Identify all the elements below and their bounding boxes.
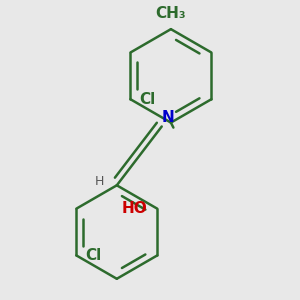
Text: H: H bbox=[95, 175, 104, 188]
Text: Cl: Cl bbox=[139, 92, 155, 107]
Text: N: N bbox=[162, 110, 175, 125]
Text: CH₃: CH₃ bbox=[156, 5, 186, 20]
Text: HO: HO bbox=[122, 201, 147, 216]
Text: Cl: Cl bbox=[85, 248, 101, 263]
